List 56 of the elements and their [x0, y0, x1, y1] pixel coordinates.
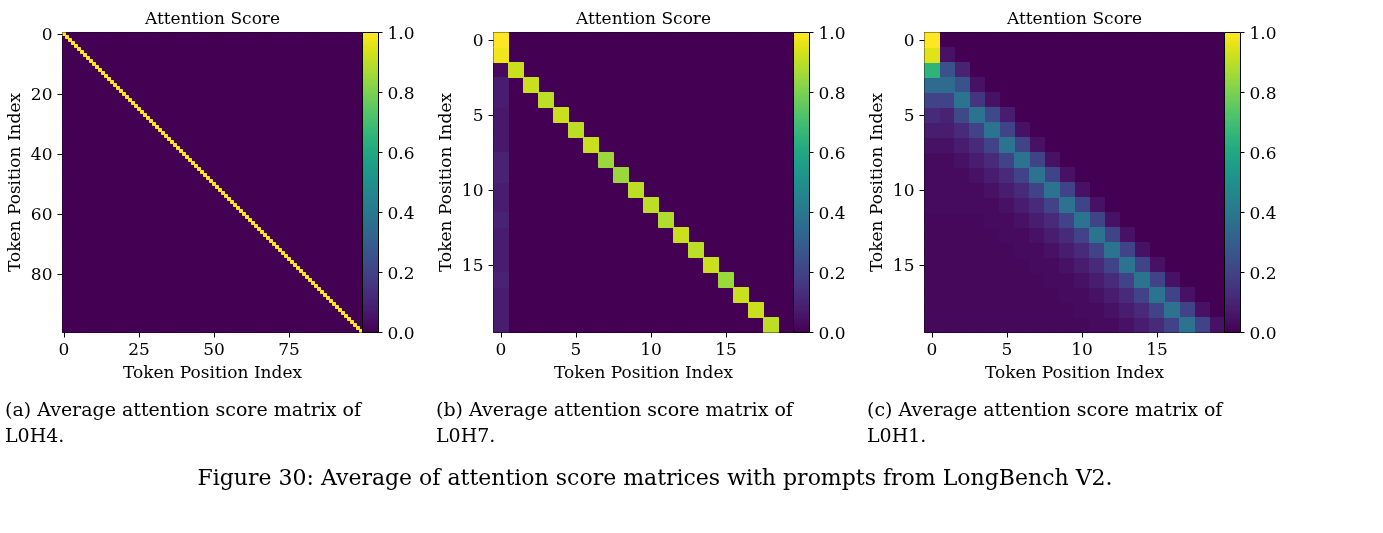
x-tick-label: 5: [1001, 338, 1013, 359]
color-bar-label: 0.8: [818, 82, 846, 103]
x-tick-label: 15: [1146, 338, 1168, 359]
x-axis-title: Token Position Index: [122, 361, 303, 382]
y-tick-label: 20: [30, 84, 53, 104]
chart-title: Attention Score: [574, 7, 712, 28]
x-tick-label: 0: [495, 338, 507, 359]
y-tick-label: 0: [472, 30, 484, 50]
y-tick-label: 5: [903, 105, 915, 125]
x-tick-label: 0: [58, 338, 70, 359]
x-tick-label: 5: [570, 338, 582, 359]
chart-title: Attention Score: [1005, 7, 1143, 28]
x-tick-label: 75: [278, 338, 300, 359]
x-tick-label: 50: [203, 338, 225, 359]
color-bar-label: 0.2: [387, 262, 415, 283]
color-bar-label: 1.0: [1249, 22, 1277, 43]
y-tick-label: 80: [30, 264, 53, 284]
y-tick-label: 15: [461, 255, 484, 275]
x-tick-label: 25: [128, 338, 150, 359]
y-tick-label: 5: [472, 105, 484, 125]
color-bar-label: 1.0: [818, 22, 846, 43]
color-bar-label: 0.2: [818, 262, 846, 283]
y-tick-label: 40: [30, 144, 53, 164]
x-axis-title: Token Position Index: [553, 361, 734, 382]
color-bar-label: 0.6: [387, 142, 415, 163]
color-bar-label: 0.2: [1249, 262, 1277, 283]
color-bar-label: 0.8: [387, 82, 415, 103]
color-bar-label: 0.0: [818, 322, 846, 343]
color-bar-label: 1.0: [387, 22, 415, 43]
caption: Figure 30: Average of attention score matrices with prompts from LongBench V2.: [197, 464, 1113, 493]
color-bar-label: 0.4: [818, 202, 846, 223]
y-tick-label: 10: [892, 180, 915, 200]
y-tick-label: 10: [461, 180, 484, 200]
y-tick-label: 60: [30, 204, 53, 224]
text: (b) Average attention score matrix of L0H7.: [436, 397, 795, 448]
y-axis-title: Token Position Index: [3, 92, 24, 273]
text: (c) Average attention score matrix of L0H1.: [867, 397, 1225, 448]
y-axis-title: Token Position Index: [434, 92, 455, 273]
color-bar-label: 0.0: [1249, 322, 1277, 343]
y-tick-label: 0: [41, 24, 53, 44]
color-bar-label: 0.4: [387, 202, 415, 223]
color-bar-label: 0.4: [1249, 202, 1277, 223]
y-tick-label: 0: [903, 30, 915, 50]
y-axis-title: Token Position Index: [865, 92, 886, 273]
text: (a) Average attention score matrix of L0H4.: [5, 397, 364, 448]
x-tick-label: 0: [926, 338, 938, 359]
x-axis-title: Token Position Index: [984, 361, 1165, 382]
color-bar-label: 0.6: [1249, 142, 1277, 163]
color-bar-label: 0.0: [387, 322, 415, 343]
color-bar-label: 0.8: [1249, 82, 1277, 103]
x-tick-label: 10: [640, 338, 662, 359]
y-tick-label: 15: [892, 255, 915, 275]
x-tick-label: 10: [1071, 338, 1093, 359]
x-tick-label: 15: [715, 338, 737, 359]
color-bar-label: 0.6: [818, 142, 846, 163]
chart-title: Attention Score: [143, 7, 281, 28]
